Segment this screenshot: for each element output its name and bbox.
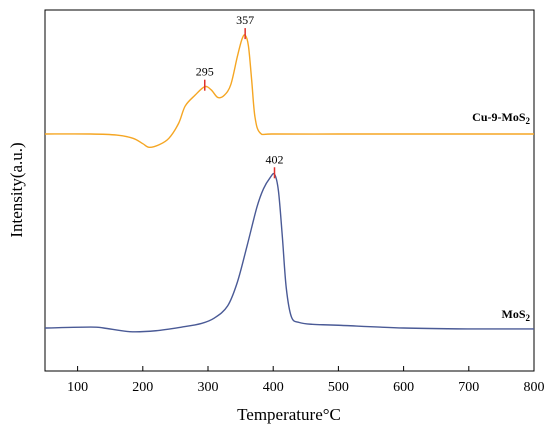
x-tick-label-100: 100 (67, 380, 88, 395)
series-labels: Cu-9-MoS2 MoS2 (472, 110, 530, 323)
x-tick-label-400: 400 (263, 380, 284, 395)
peak-label-402: 402 (266, 152, 284, 166)
curves (44, 34, 535, 333)
series-line-1 (44, 172, 535, 333)
series-label-1: MoS2 (502, 307, 531, 323)
x-tick-label-700: 700 (458, 380, 479, 395)
x-tick-label-500: 500 (328, 380, 349, 395)
peak-label-295: 295 (196, 65, 214, 79)
x-tick-label-300: 300 (198, 380, 219, 395)
x-tick-label-800: 800 (524, 380, 545, 395)
x-tick-label-600: 600 (393, 380, 414, 395)
series-line-0 (44, 34, 534, 149)
x-tick-label-200: 200 (132, 380, 153, 395)
peak-markers: 295 357 402 (196, 13, 284, 179)
y-axis-label: Intensity(a.u.) (7, 142, 26, 237)
x-axis-label: Temperature°C (237, 405, 341, 424)
peak-label-357: 357 (236, 13, 254, 27)
plot-frame (44, 9, 535, 372)
x-axis-ticks: 100 200 300 400 500 600 700 800 (67, 366, 545, 395)
series-label-0: Cu-9-MoS2 (472, 110, 530, 126)
